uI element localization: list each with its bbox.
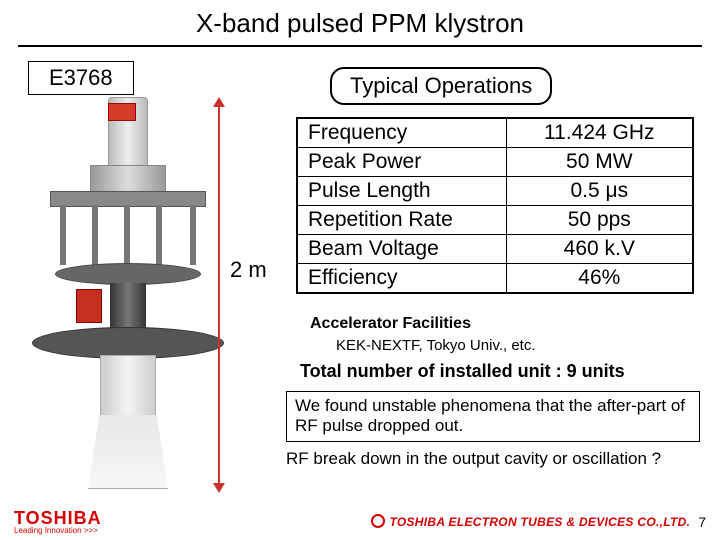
brand-text: TOSHIBA xyxy=(14,509,102,527)
title-divider xyxy=(18,45,702,47)
table-row: Peak Power 50 MW xyxy=(297,148,693,177)
dimension-label: 2 m xyxy=(230,257,267,283)
footer-right: TOSHIBA ELECTRON TUBES & DEVICES CO.,LTD… xyxy=(371,514,706,530)
accelerator-heading: Accelerator Facilities xyxy=(310,315,471,333)
brand-tagline: Leading Innovation >>> xyxy=(14,527,102,535)
accelerator-list: KEK-NEXTF, Tokyo Univ., etc. xyxy=(336,337,536,354)
value-cell: 460 k.V xyxy=(506,235,693,264)
value-cell: 11.424 GHz xyxy=(506,118,693,148)
question-text: RF break down in the output cavity or os… xyxy=(286,449,661,469)
param-cell: Frequency xyxy=(297,118,506,148)
phenomena-box: We found unstable phenomena that the aft… xyxy=(286,391,700,442)
value-cell: 50 MW xyxy=(506,148,693,177)
value-cell: 50 pps xyxy=(506,206,693,235)
klystron-illustration xyxy=(20,97,230,497)
division-logo: TOSHIBA ELECTRON TUBES & DEVICES CO.,LTD… xyxy=(371,515,690,530)
division-text: TOSHIBA ELECTRON TUBES & DEVICES CO.,LTD… xyxy=(389,515,690,529)
page-number: 7 xyxy=(698,514,706,530)
toshiba-logo: TOSHIBA Leading Innovation >>> xyxy=(14,509,102,535)
total-units: Total number of installed unit : 9 units xyxy=(300,361,625,382)
table-row: Frequency 11.424 GHz xyxy=(297,118,693,148)
dimension-arrow xyxy=(218,99,220,491)
operations-table: Frequency 11.424 GHz Peak Power 50 MW Pu… xyxy=(296,117,694,294)
operations-title: Typical Operations xyxy=(330,67,552,105)
param-cell: Repetition Rate xyxy=(297,206,506,235)
footer: TOSHIBA Leading Innovation >>> TOSHIBA E… xyxy=(0,504,720,540)
model-label: E3768 xyxy=(28,61,134,95)
param-cell: Beam Voltage xyxy=(297,235,506,264)
table-row: Pulse Length 0.5 μs xyxy=(297,177,693,206)
table-row: Repetition Rate 50 pps xyxy=(297,206,693,235)
table-row: Beam Voltage 460 k.V xyxy=(297,235,693,264)
content-area: E3768 2 m Typical Operations Frequency 1… xyxy=(0,57,720,497)
param-cell: Pulse Length xyxy=(297,177,506,206)
value-cell: 0.5 μs xyxy=(506,177,693,206)
ring-icon xyxy=(371,514,385,528)
slide-title: X-band pulsed PPM klystron xyxy=(0,0,720,45)
value-cell: 46% xyxy=(506,264,693,294)
param-cell: Efficiency xyxy=(297,264,506,294)
table-row: Efficiency 46% xyxy=(297,264,693,294)
param-cell: Peak Power xyxy=(297,148,506,177)
